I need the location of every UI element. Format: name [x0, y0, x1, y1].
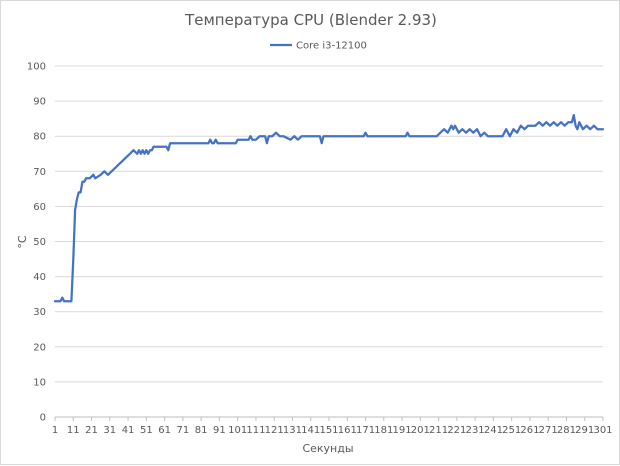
x-tick-label: 161	[338, 425, 357, 436]
x-tick-label: 81	[195, 425, 208, 436]
x-tick-label: 261	[520, 425, 539, 436]
y-tick-label: 30	[33, 307, 46, 318]
x-tick-label: 111	[246, 425, 265, 436]
x-tick-label: 211	[429, 425, 448, 436]
x-tick-label: 301	[593, 425, 612, 436]
x-tick-label: 141	[301, 425, 320, 436]
x-tick-label: 191	[393, 425, 412, 436]
series-layer	[53, 113, 605, 303]
x-tick-label: 31	[103, 425, 116, 436]
x-tick-label: 271	[539, 425, 558, 436]
x-tick-label: 11	[67, 425, 80, 436]
y-tick-label: 90	[33, 97, 46, 108]
x-tick-label: 51	[140, 425, 153, 436]
y-tick-label: 20	[33, 342, 46, 353]
x-tick-label: 151	[319, 425, 338, 436]
x-tick-label: 91	[213, 425, 226, 436]
x-tick-label: 181	[374, 425, 393, 436]
x-tick-label: 101	[228, 425, 247, 436]
x-tick-label: 201	[411, 425, 430, 436]
x-tick-label: 291	[575, 425, 594, 436]
y-tick-label: 100	[27, 62, 46, 73]
x-axis-title: Секунды	[302, 442, 353, 455]
x-tick-label: 281	[557, 425, 576, 436]
y-tick-label: 10	[33, 377, 46, 388]
x-tick-label: 71	[176, 425, 189, 436]
y-tick-label: 0	[40, 413, 46, 424]
x-tick-label: 21	[85, 425, 98, 436]
x-tick-label: 1	[52, 425, 58, 436]
x-axis-ticks: 1 11 21 31 41 51 61 71 81 91 101 111 121 131 141 151 161…	[52, 417, 613, 436]
x-tick-label: 231	[466, 425, 485, 436]
x-tick-label: 241	[484, 425, 503, 436]
chart-title: Температура CPU (Blender 2.93)	[184, 11, 437, 29]
x-tick-label: 61	[158, 425, 171, 436]
y-tick-label: 40	[33, 272, 46, 283]
y-tick-label: 50	[33, 237, 46, 248]
gridlines	[55, 65, 603, 418]
y-tick-label: 70	[33, 167, 46, 178]
y-tick-label: 80	[33, 132, 46, 143]
legend-label: Core i3-12100	[296, 41, 367, 52]
y-axis-title: °C	[16, 235, 29, 249]
y-axis-ticks: 0 10 20 30 40 50 60 70 80 90 100	[27, 62, 46, 424]
legend: Core i3-12100	[270, 41, 367, 52]
x-tick-label: 171	[356, 425, 375, 436]
x-tick-label: 221	[447, 425, 466, 436]
series-line	[53, 113, 605, 303]
y-tick-label: 60	[33, 202, 46, 213]
x-tick-label: 41	[122, 425, 135, 436]
x-tick-label: 251	[502, 425, 521, 436]
x-tick-label: 121	[265, 425, 284, 436]
x-tick-label: 131	[283, 425, 302, 436]
